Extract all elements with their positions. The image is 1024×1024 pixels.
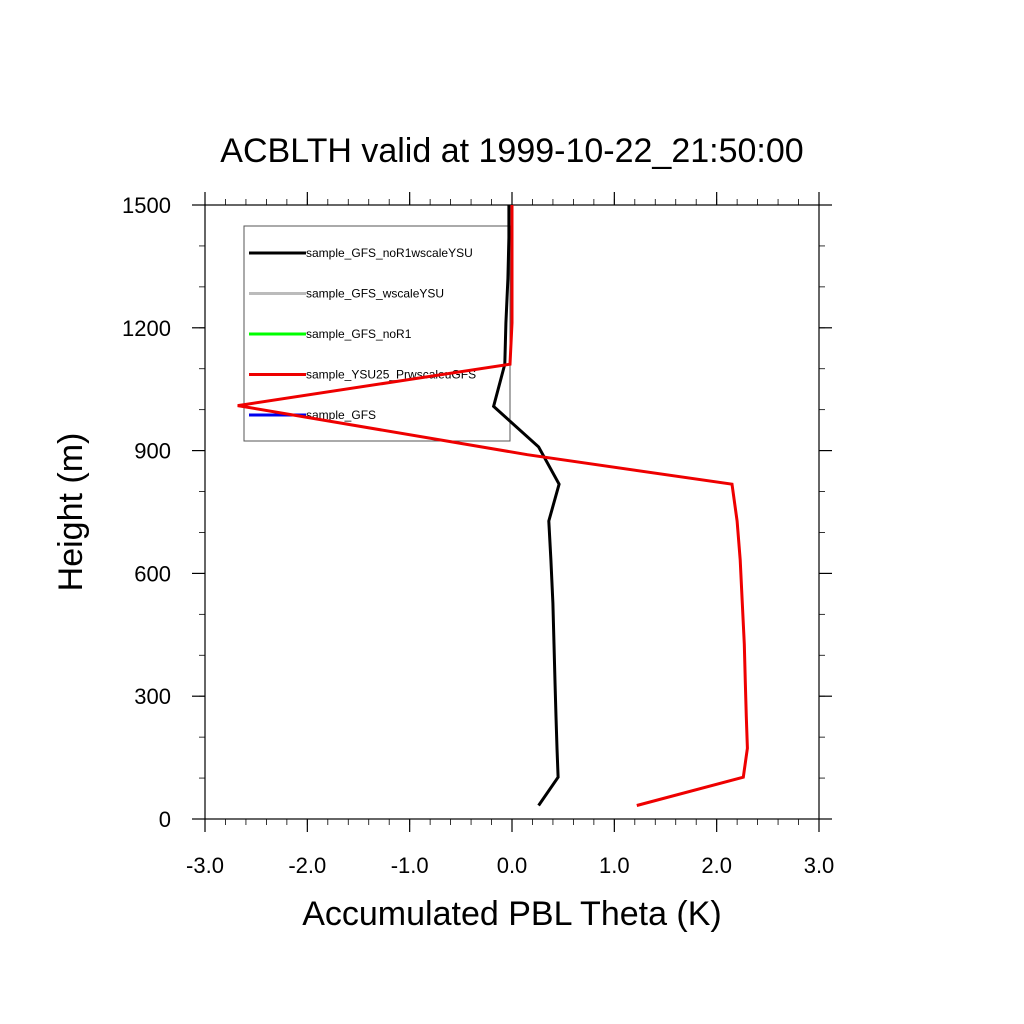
x-tick-label: -3.0 xyxy=(186,853,224,878)
y-tick-label: 0 xyxy=(159,807,171,832)
legend-label: sample_YSU25_PrwscaleuGFS xyxy=(306,368,476,382)
x-tick-label: -1.0 xyxy=(391,853,429,878)
series-line xyxy=(237,205,749,807)
y-axis-label: Height (m) xyxy=(52,433,90,592)
x-tick-label: 3.0 xyxy=(804,853,835,878)
legend-label: sample_GFS_noR1 xyxy=(306,327,412,341)
y-tick-labels: 0 300 600 900 1200 1500 xyxy=(122,193,171,832)
series-line xyxy=(491,205,561,807)
y-tick-label: 1200 xyxy=(122,316,171,341)
legend-item: sample_GFS_wscaleYSU xyxy=(249,287,444,301)
legend-label: sample_GFS_wscaleYSU xyxy=(306,287,444,301)
y-tick-label: 1500 xyxy=(122,193,171,218)
legend-label: sample_GFS xyxy=(306,408,376,422)
x-tick-label: -2.0 xyxy=(288,853,326,878)
legend-item: sample_GFS_noR1wscaleYSU xyxy=(249,246,473,260)
series-lines xyxy=(237,205,749,807)
legend: sample_GFS_noR1wscaleYSU sample_GFS_wscal… xyxy=(243,225,511,442)
x-tick-labels: -3.0 -2.0 -1.0 0.0 1.0 2.0 3.0 xyxy=(186,853,834,878)
x-axis-label: Accumulated PBL Theta (K) xyxy=(302,895,722,933)
y-tick-label: 600 xyxy=(134,561,171,586)
legend-item: sample_YSU25_PrwscaleuGFS xyxy=(249,368,476,382)
y-tick-label: 300 xyxy=(134,684,171,709)
legend-item: sample_GFS_noR1 xyxy=(249,327,412,341)
x-tick-label: 1.0 xyxy=(599,853,630,878)
legend-label: sample_GFS_noR1wscaleYSU xyxy=(306,246,473,260)
plot-area: sample_GFS_noR1wscaleYSU sample_GFS_wscal… xyxy=(192,192,832,832)
x-tick-label: 2.0 xyxy=(701,853,732,878)
chart-title: ACBLTH valid at 1999-10-22_21:50:00 xyxy=(220,132,803,170)
x-tick-label: 0.0 xyxy=(497,853,528,878)
major-ticks xyxy=(192,192,832,832)
y-tick-label: 900 xyxy=(134,439,171,464)
